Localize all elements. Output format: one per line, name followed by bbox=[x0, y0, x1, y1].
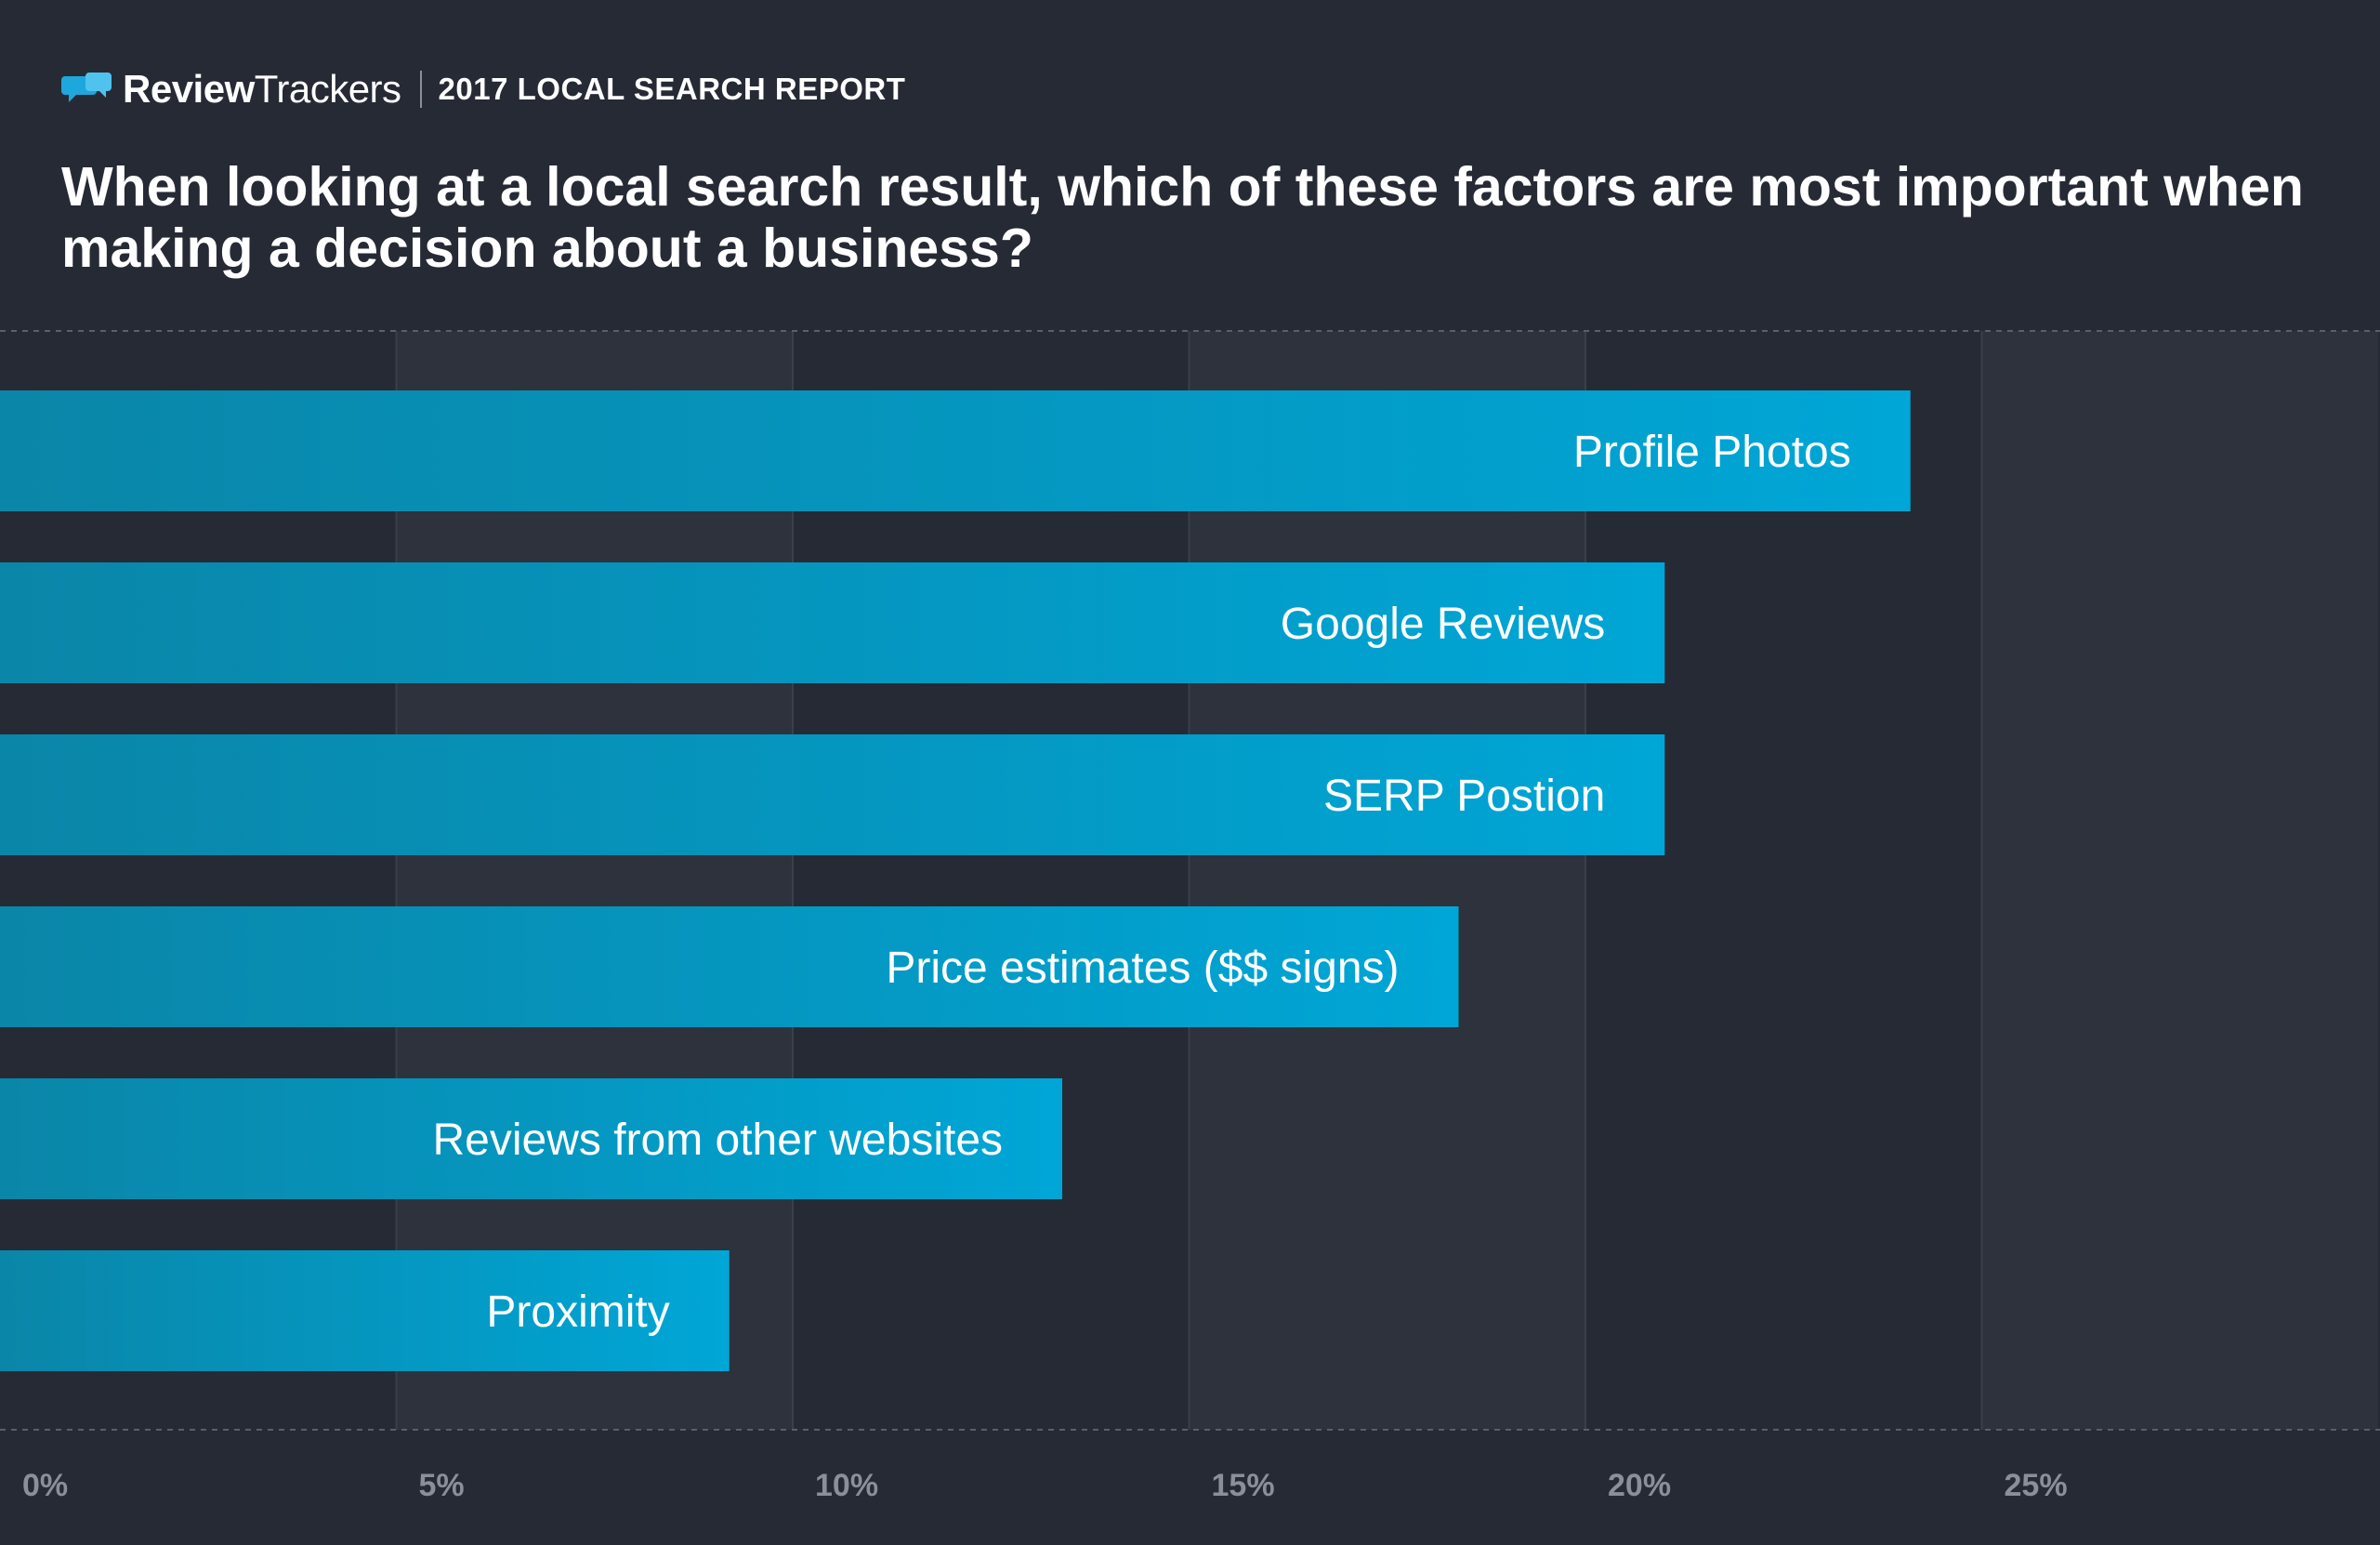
header-divider bbox=[419, 71, 422, 108]
x-tick-label: 25% bbox=[2005, 1468, 2068, 1503]
bar bbox=[0, 562, 1665, 683]
bar bbox=[0, 1078, 1063, 1199]
grid-band bbox=[1189, 331, 1585, 1430]
bar bbox=[0, 1250, 730, 1371]
grid-band bbox=[396, 331, 793, 1430]
bar-label: Profile Photos bbox=[1573, 428, 1851, 477]
bar-label: SERP Postion bbox=[1323, 772, 1605, 821]
bar-label: Reviews from other websites bbox=[432, 1116, 1003, 1165]
x-tick-label: 5% bbox=[419, 1468, 465, 1503]
speech-bubbles-icon bbox=[61, 73, 112, 102]
grid-band bbox=[1981, 331, 2378, 1430]
bar-label: Google Reviews bbox=[1281, 600, 1606, 649]
x-tick-label: 10% bbox=[815, 1468, 878, 1503]
x-tick-label: 0% bbox=[22, 1468, 68, 1503]
brand-name-part1: Review bbox=[123, 67, 255, 111]
bar-label: Proximity bbox=[486, 1288, 669, 1337]
brand-name-part2: Trackers bbox=[254, 67, 401, 111]
chart-title: When looking at a local search result, w… bbox=[61, 156, 2304, 279]
bar bbox=[0, 906, 1459, 1027]
report-label: 2017 LOCAL SEARCH REPORT bbox=[438, 72, 906, 106]
brand-logo-text: ReviewTrackers bbox=[123, 70, 401, 109]
report-header: ReviewTrackers 2017 LOCAL SEARCH REPORT bbox=[61, 61, 905, 117]
x-tick-label: 20% bbox=[1608, 1468, 1671, 1503]
bar bbox=[0, 390, 1911, 511]
x-tick-label: 15% bbox=[1212, 1468, 1275, 1503]
bar-label: Price estimates ($$ signs) bbox=[886, 944, 1399, 993]
bar bbox=[0, 734, 1665, 855]
